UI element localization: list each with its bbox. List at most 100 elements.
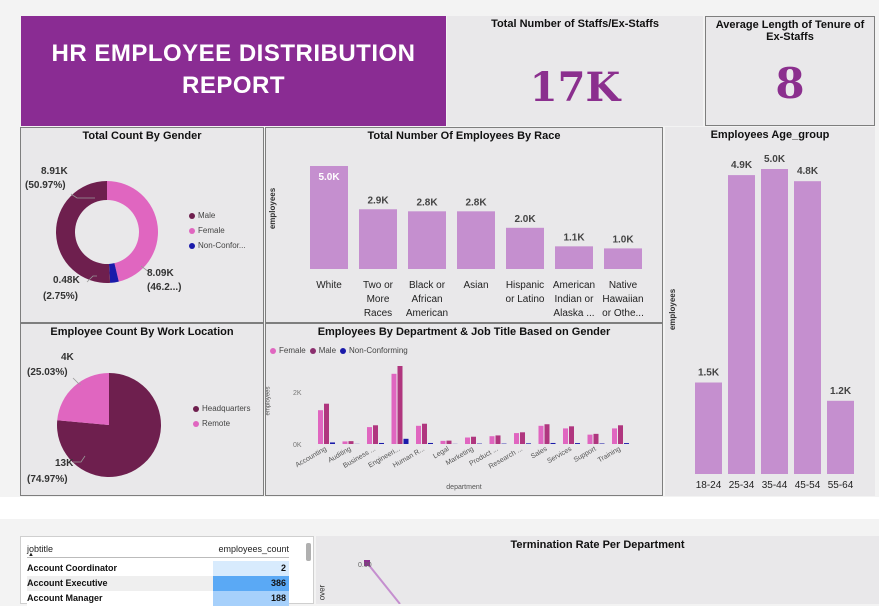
dept-category-label: Training — [597, 446, 622, 465]
age-bar-value-label: 1.5K — [698, 368, 720, 379]
race-bar[interactable] — [457, 211, 495, 269]
dept-bar-female[interactable] — [563, 428, 568, 444]
job-table-scrollbar[interactable] — [306, 543, 311, 561]
dept-bar-female[interactable] — [514, 433, 519, 444]
race-bar[interactable] — [359, 209, 397, 269]
dept-bar-male[interactable] — [594, 434, 599, 444]
race-bar[interactable] — [555, 246, 593, 269]
dept-bar-female[interactable] — [490, 436, 495, 444]
dept-bar-nonconf[interactable] — [551, 443, 556, 444]
female-dot-icon — [189, 228, 195, 234]
location-chart-panel[interactable]: Employee Count By Work Location 4K (25.0… — [20, 323, 264, 496]
age-bar[interactable] — [761, 169, 788, 474]
age-bar[interactable] — [695, 383, 722, 475]
dept-bar-female[interactable] — [318, 410, 323, 444]
termination-line-segment — [368, 564, 400, 604]
dept-bar-nonconf[interactable] — [624, 443, 629, 444]
age-bar[interactable] — [827, 401, 854, 474]
race-bar[interactable] — [408, 211, 446, 269]
location-slice-remote[interactable] — [57, 373, 109, 425]
race-category-label: African — [411, 294, 442, 305]
gender-female-value: 8.09K — [147, 268, 174, 279]
dept-bar-nonconf[interactable] — [330, 442, 335, 444]
legend-label-female: Female — [198, 226, 225, 235]
legend-item-nonconf[interactable]: Non-Confor... — [189, 241, 246, 250]
dept-bar-nonconf[interactable] — [428, 443, 433, 444]
job-table-panel[interactable]: jobtitle ▲ employees_count Account Coord… — [20, 536, 314, 604]
job-table-col-count[interactable]: employees_count — [218, 544, 289, 554]
dept-bar-female[interactable] — [343, 441, 348, 444]
race-category-label: or Latino — [506, 294, 545, 305]
dept-bar-male[interactable] — [618, 425, 623, 444]
race-bar-value-label: 2.9K — [367, 195, 389, 206]
race-category-label: Races — [364, 308, 392, 319]
kpi-total-staff-card[interactable]: Total Number of Staffs/Ex-Staffs 17K — [447, 16, 703, 126]
dept-bar-male[interactable] — [569, 426, 574, 444]
dept-bar-female[interactable] — [588, 435, 593, 444]
legend-label-remote: Remote — [202, 419, 230, 428]
dept-bar-male[interactable] — [422, 424, 427, 444]
race-category-label: Hawaiian — [602, 294, 643, 305]
job-title-cell: Account Executive — [27, 578, 108, 588]
dept-bar-male[interactable] — [496, 435, 501, 444]
termination-point-label: 0.00 — [358, 562, 372, 569]
legend-item-remote[interactable]: Remote — [193, 419, 250, 428]
dept-bar-female[interactable] — [612, 428, 617, 444]
kpi-avg-tenure-card[interactable]: Average Length of Tenure of Ex-Staffs 8 — [705, 16, 875, 126]
dept-bar-male[interactable] — [398, 366, 403, 444]
location-legend: Headquarters Remote — [193, 404, 250, 434]
dept-bar-male[interactable] — [471, 437, 476, 444]
dept-bar-male[interactable] — [324, 404, 329, 444]
dept-bar-male[interactable] — [349, 441, 354, 444]
nonconf-dot-icon — [189, 243, 195, 249]
dept-bar-female[interactable] — [539, 426, 544, 444]
race-category-label: Native — [609, 280, 638, 291]
dept-bar-nonconf[interactable] — [404, 439, 409, 444]
legend-item-male[interactable]: Male — [189, 211, 246, 220]
dept-bar-male[interactable] — [447, 441, 452, 444]
dept-ytick-label: 0K — [293, 442, 302, 449]
gender-male-value: 8.91K — [41, 166, 68, 177]
race-category-label: Black or — [409, 280, 446, 291]
job-title-cell: Account Coordinator — [27, 563, 117, 573]
kpi-total-staff-value: 17K — [447, 64, 703, 111]
race-bar[interactable] — [506, 228, 544, 269]
dept-bar-male[interactable] — [373, 425, 378, 444]
age-bar[interactable] — [794, 181, 821, 474]
sort-ascending-icon[interactable]: ▲ — [28, 552, 34, 558]
age-bar[interactable] — [728, 175, 755, 474]
dept-bar-female[interactable] — [441, 441, 446, 444]
location-hq-value: 13K — [55, 458, 73, 469]
location-hq-pct: (74.97%) — [27, 474, 68, 485]
race-bar-value-label: 2.8K — [416, 197, 438, 208]
dept-bar-male[interactable] — [545, 424, 550, 444]
dept-bar-male[interactable] — [520, 432, 525, 444]
dept-bar-nonconf[interactable] — [379, 443, 384, 444]
race-category-label: More — [367, 294, 390, 305]
age-bar-value-label: 4.9K — [731, 160, 753, 171]
dept-chart-panel[interactable]: Employees By Department & Job Title Base… — [265, 323, 663, 496]
age-bar-value-label: 5.0K — [764, 154, 786, 165]
age-category-label: 18-24 — [696, 480, 722, 491]
legend-item-female[interactable]: Female — [189, 226, 246, 235]
dept-bar-female[interactable] — [465, 438, 470, 445]
dept-bar-nonconf[interactable] — [575, 443, 580, 444]
termination-chart-panel[interactable]: Termination Rate Per Department over 0.0… — [316, 536, 879, 604]
age-category-label: 25-34 — [729, 480, 755, 491]
race-chart-panel[interactable]: Total Number Of Employees By Race employ… — [265, 127, 663, 323]
gender-slice-male[interactable] — [56, 181, 110, 283]
legend-label-headquarters: Headquarters — [202, 404, 250, 413]
gender-chart-panel[interactable]: Total Count By Gender 8.91K (50.97%) 8.0… — [20, 127, 264, 323]
dept-bar-female[interactable] — [367, 427, 372, 444]
dept-bar-female[interactable] — [392, 374, 397, 444]
legend-item-headquarters[interactable]: Headquarters — [193, 404, 250, 413]
dept-bar-nonconf[interactable] — [600, 443, 605, 444]
dept-bar-nonconf[interactable] — [526, 443, 531, 444]
dept-bar-female[interactable] — [416, 426, 421, 444]
race-bar[interactable] — [604, 248, 642, 269]
